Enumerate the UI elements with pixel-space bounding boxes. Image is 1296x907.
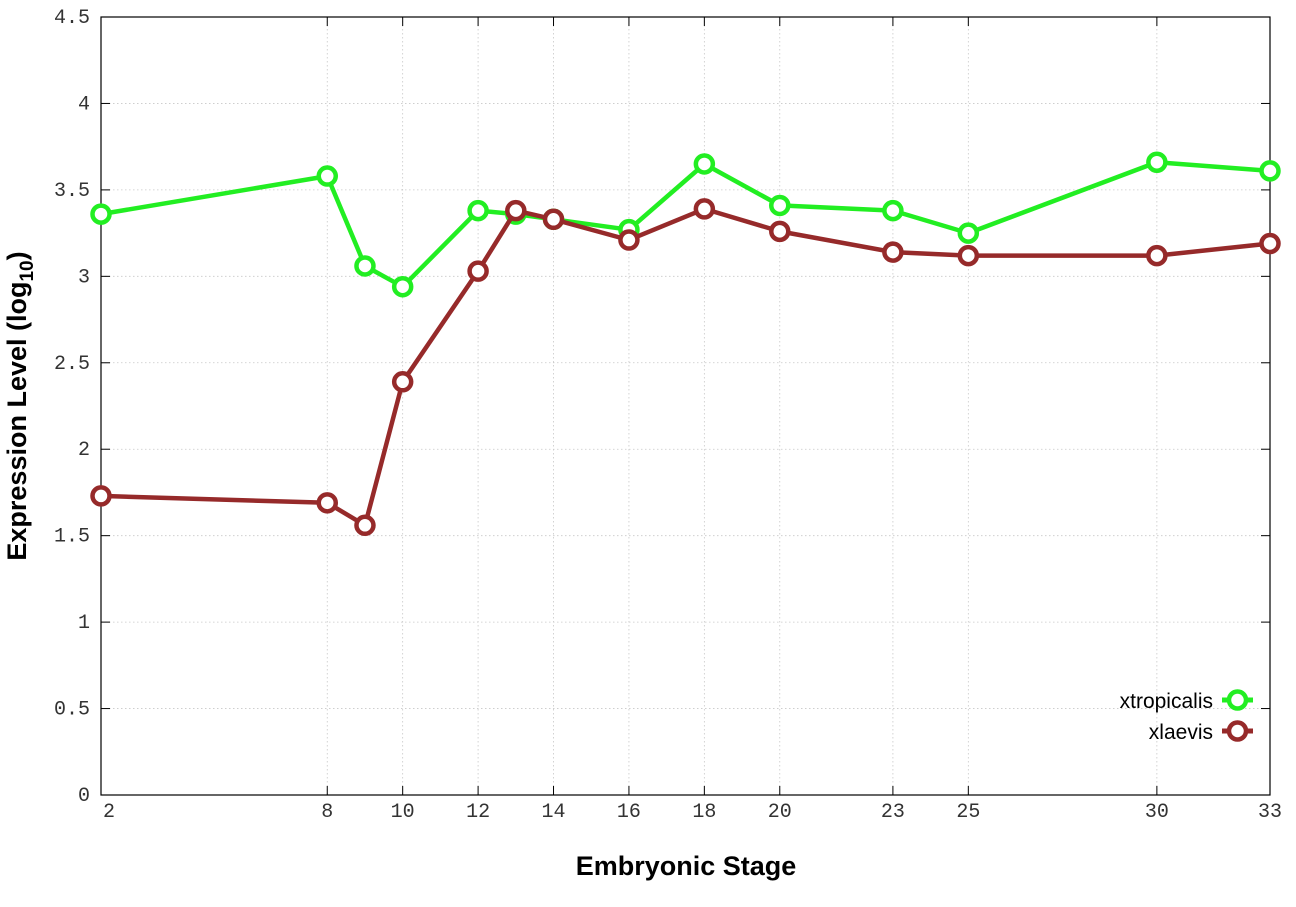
- y-tick-label: 0.5: [54, 699, 90, 722]
- legend-label-xlaevis: xlaevis: [1149, 721, 1213, 744]
- legend-entry-xlaevis: xlaevis: [1149, 720, 1253, 744]
- x-tick-label: 2: [103, 801, 115, 824]
- data-point-xlaevis: [693, 198, 716, 220]
- data-point-xlaevis: [1146, 244, 1168, 267]
- y-tick-label: 1: [78, 612, 90, 635]
- series-line-xlaevis: [100, 206, 1271, 528]
- y-axis-title: Expression Level (log10): [2, 251, 38, 560]
- series-xtropicalis: [90, 151, 1281, 298]
- data-point-xlaevis: [618, 229, 640, 251]
- grid-lines: [101, 17, 1270, 795]
- data-point-xlaevis: [882, 241, 904, 263]
- x-tick-label: 8: [321, 801, 333, 824]
- data-point-xlaevis: [505, 199, 527, 222]
- y-tick-label: 1.5: [54, 526, 90, 549]
- plot-frame: [100, 16, 1271, 796]
- data-point-xtropicalis: [957, 222, 980, 244]
- x-axis-title: Embryonic Stage: [576, 851, 797, 881]
- data-point-xtropicalis: [391, 275, 414, 298]
- data-point-xlaevis: [354, 514, 376, 537]
- data-point-xtropicalis: [693, 153, 716, 175]
- x-tick-label: 18: [692, 801, 716, 824]
- y-tick-label: 3.5: [54, 180, 90, 203]
- data-point-xlaevis: [467, 260, 489, 282]
- data-point-xtropicalis: [90, 203, 112, 225]
- data-point-xtropicalis: [354, 255, 376, 277]
- data-point-xtropicalis: [467, 199, 489, 222]
- x-tick-label: 10: [391, 801, 415, 824]
- y-axis-title-subscript: 10: [17, 260, 38, 281]
- x-tick-label: 23: [881, 801, 905, 824]
- y-tick-label: 4: [78, 93, 90, 116]
- y-axis-title-main: Expression Level (log: [2, 282, 32, 561]
- data-point-xlaevis: [769, 220, 791, 243]
- y-tick-label: 0: [78, 785, 90, 808]
- x-tick-label: 25: [956, 801, 980, 824]
- legend: xtropicalis xlaevis: [1120, 689, 1253, 744]
- data-point-xtropicalis: [1146, 151, 1168, 173]
- x-tick-label: 12: [466, 801, 490, 824]
- x-tick-label: 16: [617, 801, 641, 824]
- y-tick-label: 2: [78, 439, 90, 462]
- y-tick-label: 4.5: [54, 7, 90, 30]
- data-point-xlaevis: [391, 371, 414, 393]
- series-layer: [90, 151, 1281, 537]
- data-point-xlaevis: [90, 485, 112, 507]
- axis-ticks: 0 0.5 1 1.5 2 2.5 3 3.5 4 4.5 2 8 10 12 14 16 18 20 23 25 30…: [54, 7, 1282, 824]
- y-tick-label: 3: [78, 266, 90, 289]
- data-point-xtropicalis: [882, 199, 904, 222]
- x-tick-label: 33: [1258, 801, 1282, 824]
- data-point-xtropicalis: [769, 194, 791, 217]
- data-point-xtropicalis: [1259, 160, 1281, 182]
- legend-marker-xtropicalis: [1226, 689, 1249, 711]
- data-point-xlaevis: [316, 492, 339, 514]
- legend-marker-xlaevis: [1226, 720, 1249, 742]
- y-tick-label: 2.5: [54, 353, 90, 376]
- x-tick-label: 30: [1145, 801, 1169, 824]
- series-xlaevis: [90, 198, 1281, 537]
- data-point-xtropicalis: [316, 165, 339, 187]
- data-point-xlaevis: [542, 208, 565, 231]
- legend-entry-xtropicalis: xtropicalis: [1120, 689, 1253, 713]
- data-point-xlaevis: [957, 244, 980, 267]
- x-tick-label: 20: [768, 801, 792, 824]
- y-axis-title-close: ): [2, 251, 32, 260]
- series-line-xtropicalis: [100, 159, 1271, 289]
- x-tick-label: 14: [542, 801, 566, 824]
- data-point-xlaevis: [1259, 232, 1281, 255]
- legend-label-xtropicalis: xtropicalis: [1120, 690, 1213, 713]
